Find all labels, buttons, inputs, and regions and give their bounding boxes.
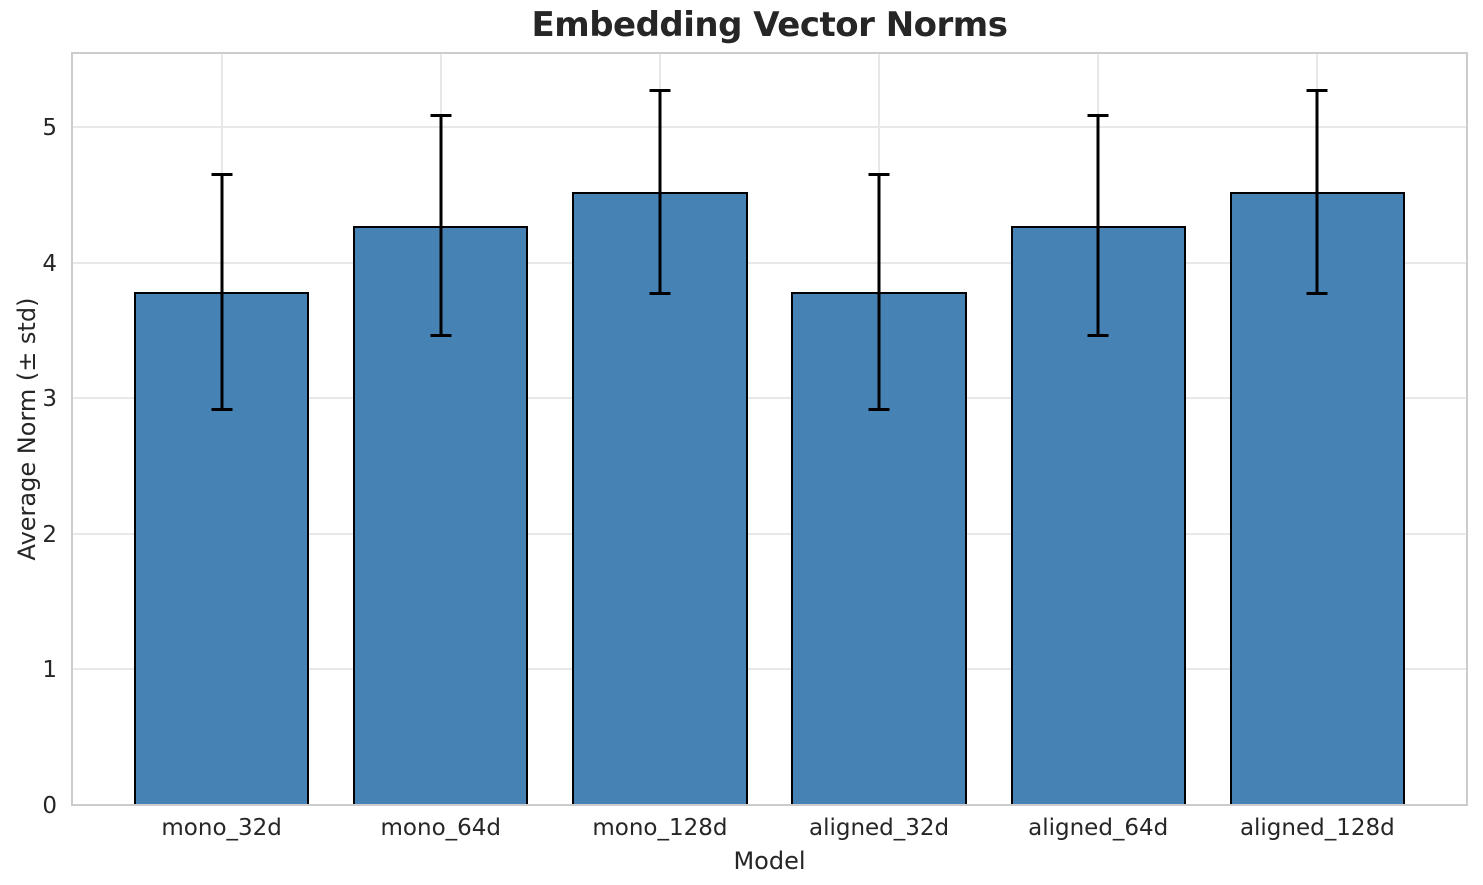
error-bar-cap-bottom	[1306, 291, 1328, 295]
y-axis-label: Average Norm (± std)	[13, 297, 41, 561]
x-axis-label: Model	[733, 847, 806, 875]
error-bar-line	[658, 88, 662, 295]
error-bar-cap-bottom	[211, 408, 233, 412]
error-bar-line	[877, 172, 881, 412]
error-bar-line	[439, 114, 443, 337]
gridline-horizontal	[71, 261, 1468, 264]
error-bar-line	[1096, 114, 1100, 337]
x-tick-label: aligned_64d	[1028, 815, 1169, 841]
y-tick-label: 0	[42, 793, 57, 819]
bar-aligned_32d	[791, 292, 967, 806]
gridline-horizontal	[71, 668, 1468, 671]
error-bar-cap-bottom	[649, 291, 671, 295]
x-tick-label: aligned_128d	[1239, 815, 1395, 841]
error-bar-cap-bottom	[1087, 333, 1109, 337]
plot-area	[71, 52, 1468, 806]
error-bar-cap-top	[211, 172, 233, 176]
error-bar-cap-top	[1087, 114, 1109, 118]
gridline-horizontal	[71, 397, 1468, 400]
axes-spines	[71, 52, 1468, 806]
y-tick-label: 3	[42, 386, 57, 413]
error-bar-cap-top	[649, 88, 671, 92]
gridline-horizontal	[71, 125, 1468, 128]
error-bar-cap-top	[1306, 88, 1328, 92]
chart-title: Embedding Vector Norms	[531, 5, 1008, 45]
error-bar-cap-top	[868, 172, 890, 176]
y-tick-label: 1	[42, 657, 57, 684]
x-tick-label: mono_32d	[161, 815, 282, 841]
error-bar-cap-bottom	[430, 333, 452, 337]
x-tick-label: mono_128d	[592, 815, 728, 841]
y-tick-label: 5	[42, 114, 57, 141]
error-bar-line	[1315, 88, 1319, 295]
error-bar-line	[220, 172, 224, 412]
y-tick-label: 4	[42, 250, 57, 277]
y-tick-label: 2	[42, 521, 57, 548]
error-bar-cap-top	[430, 114, 452, 118]
x-tick-label: aligned_32d	[808, 815, 950, 841]
gridline-horizontal	[71, 532, 1468, 535]
error-bar-cap-bottom	[868, 408, 890, 412]
x-tick-label: mono_64d	[380, 815, 502, 841]
